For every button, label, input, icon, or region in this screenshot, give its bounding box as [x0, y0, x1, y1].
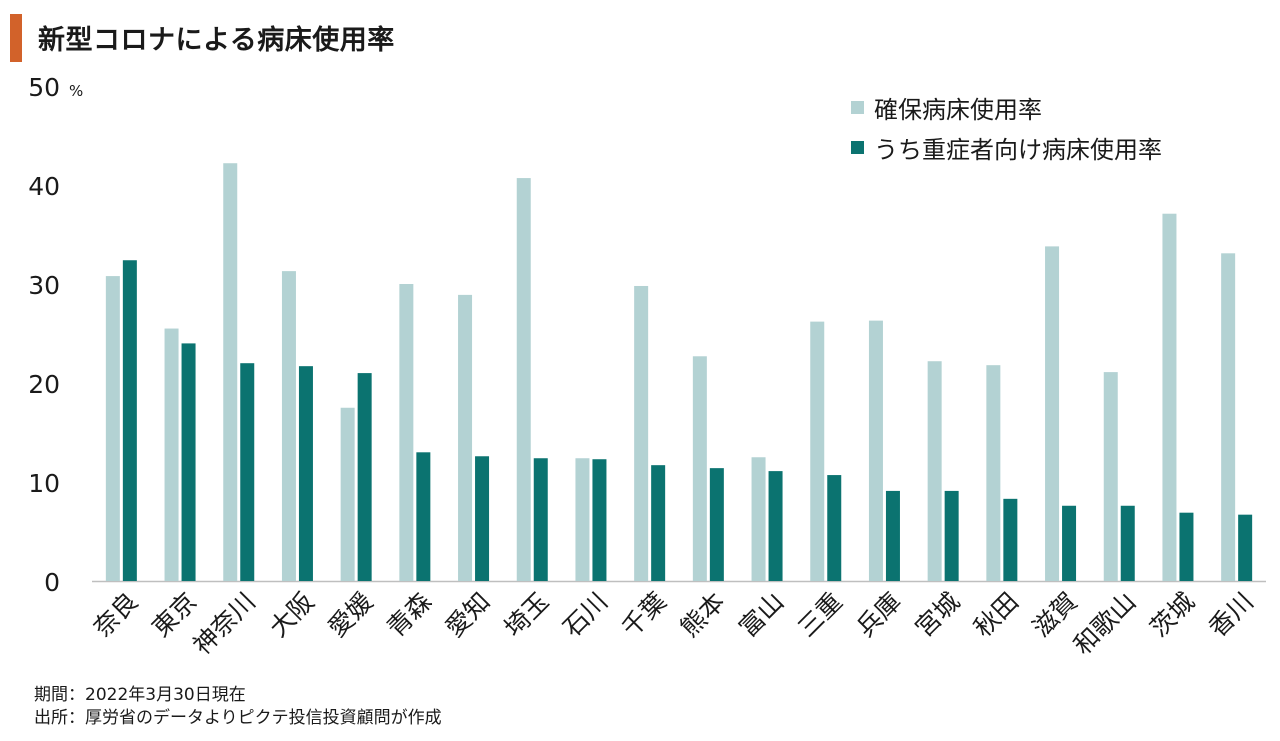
bar-secured — [575, 458, 590, 581]
bar-secured — [751, 457, 766, 581]
x-tick-label: 熊本 — [675, 587, 731, 643]
x-tick-label: 茨城 — [1144, 587, 1200, 643]
bar-secured — [340, 407, 355, 581]
chart-notes: 期間：2022年3月30日現在 出所：厚労省のデータよりピクテ投信投資顧問が作成 — [34, 684, 442, 730]
bar-secured — [1221, 253, 1236, 581]
bar-severe — [1120, 505, 1135, 581]
legend-label: 確保病床使用率 — [874, 96, 1042, 124]
bar-severe — [416, 452, 431, 581]
bar-severe — [240, 363, 255, 581]
bar-severe — [298, 366, 313, 581]
bar-severe — [709, 468, 724, 581]
y-tick-label: 40 — [28, 172, 60, 201]
chart-title: 新型コロナによる病床使用率 — [38, 25, 395, 56]
x-tick-label: 宮城 — [910, 587, 966, 643]
y-tick-label: 30 — [28, 271, 60, 300]
bar-secured — [516, 178, 531, 581]
x-tick-label: 香川 — [1203, 587, 1259, 643]
y-tick-label: 0 — [44, 568, 60, 597]
y-tick-label: 10 — [28, 469, 60, 498]
bar-secured — [399, 284, 414, 581]
bar-secured — [1103, 372, 1118, 581]
source-note: 出所：厚労省のデータよりピクテ投信投資顧問が作成 — [34, 708, 442, 728]
bar-secured — [1162, 213, 1177, 581]
bar-severe — [827, 475, 842, 581]
bar-severe — [1179, 512, 1194, 581]
bar-secured — [810, 321, 825, 581]
x-tick-label: 大阪 — [264, 587, 320, 643]
x-tick-label: 埼玉 — [499, 587, 555, 643]
x-tick-label: 石川 — [557, 587, 613, 643]
x-tick-label: 神奈川 — [187, 587, 261, 661]
x-tick-label: 愛知 — [440, 587, 496, 643]
period-note: 期間：2022年3月30日現在 — [34, 685, 246, 705]
x-tick-label: 富山 — [733, 587, 789, 643]
legend-label: うち重症者向け病床使用率 — [874, 136, 1162, 164]
bar-severe — [1238, 514, 1253, 581]
bar-severe — [592, 459, 607, 581]
y-tick-label: 20 — [28, 370, 60, 399]
bar-secured — [986, 365, 1001, 581]
bar-severe — [181, 343, 196, 581]
x-tick-label: 兵庫 — [851, 587, 907, 643]
legend-swatch — [851, 141, 864, 154]
legend-swatch — [851, 101, 864, 114]
bar-severe — [122, 260, 137, 581]
bar-secured — [223, 163, 238, 581]
bar-severe — [651, 465, 666, 581]
title-accent-bar — [10, 14, 22, 62]
bar-severe — [885, 490, 900, 581]
bar-secured — [868, 320, 883, 581]
bar-secured — [1045, 246, 1060, 581]
x-tick-label: 愛媛 — [323, 587, 379, 643]
x-tick-label: 青森 — [381, 587, 437, 643]
bar-secured — [164, 328, 179, 581]
y-unit-label: % — [69, 82, 83, 100]
bar-severe — [1003, 498, 1018, 581]
bar-severe — [533, 458, 548, 581]
x-tick-label: 千葉 — [616, 587, 672, 643]
bar-secured — [634, 285, 649, 581]
bar-severe — [475, 456, 490, 581]
bar-secured — [927, 361, 942, 581]
x-tick-label: 奈良 — [88, 587, 144, 643]
bar-secured — [692, 356, 707, 581]
bar-secured — [458, 294, 473, 581]
bar-chart: 01020304050 %奈良 東京神奈川 大阪 愛媛 青森 愛知 埼玉 石川 千葉 熊本 富山 三重兵… — [28, 73, 1266, 661]
bar-severe — [944, 490, 959, 581]
x-tick-label: 和歌山 — [1068, 587, 1142, 661]
bar-severe — [357, 373, 372, 581]
bar-severe — [768, 471, 783, 581]
x-tick-label: 秋田 — [968, 587, 1024, 643]
bar-severe — [1062, 505, 1077, 581]
x-tick-label: 三重 — [792, 587, 848, 643]
bar-secured — [105, 276, 120, 581]
y-tick-label: 50 — [28, 73, 60, 102]
bar-secured — [281, 271, 296, 581]
